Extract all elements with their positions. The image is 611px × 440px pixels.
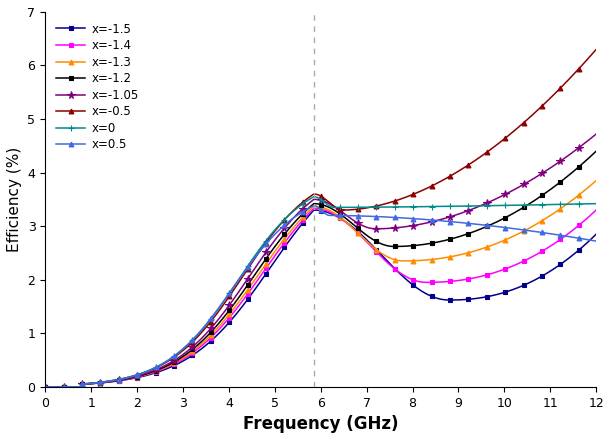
x=-1.5 [139, 374, 147, 379]
x=-1.3 [456, 252, 464, 257]
x=-1.2 [409, 243, 417, 248]
x=0 [310, 194, 318, 199]
x=-0.5 [456, 168, 464, 173]
x=-1.4 [183, 354, 191, 359]
x=-0.5 [409, 192, 417, 197]
x=0 [411, 204, 418, 209]
x=-1.05 [139, 372, 147, 377]
x=-1.5 [183, 356, 191, 361]
x=-1.5 [593, 231, 600, 237]
x=0 [139, 370, 147, 375]
x=0.5 [367, 214, 375, 219]
x=0.5 [291, 215, 298, 220]
Line: x=-1.5: x=-1.5 [43, 208, 599, 389]
x=0.5 [42, 384, 49, 389]
x=-1.05 [593, 132, 600, 137]
X-axis label: Frequency (GHz): Frequency (GHz) [243, 415, 398, 433]
x=0.5 [411, 216, 418, 221]
x=-1.05 [409, 223, 417, 228]
x=-1.05 [366, 226, 373, 231]
x=-1.4 [367, 244, 375, 249]
x=-1.3 [409, 258, 417, 264]
x=0.5 [310, 203, 318, 209]
x=-1.3 [366, 242, 373, 247]
x=-1.5 [411, 283, 418, 289]
x=-1.05 [183, 349, 191, 354]
Legend: x=-1.5, x=-1.4, x=-1.3, x=-1.2, x=-1.05, x=-0.5, x=0, x=0.5: x=-1.5, x=-1.4, x=-1.3, x=-1.2, x=-1.05,… [51, 18, 143, 156]
Line: x=-1.05: x=-1.05 [42, 130, 600, 391]
x=-1.3 [139, 373, 147, 378]
x=-1.5 [311, 207, 318, 213]
x=-1.2 [456, 234, 464, 239]
x=-0.5 [42, 384, 49, 389]
x=-1.4 [291, 227, 298, 232]
x=0 [457, 203, 464, 209]
x=-0.5 [139, 370, 147, 376]
Y-axis label: Efficiency (%): Efficiency (%) [7, 147, 22, 252]
x=-1.5 [367, 242, 375, 247]
x=-1.05 [42, 384, 49, 389]
x=-0.5 [291, 207, 298, 212]
x=-1.4 [411, 278, 418, 283]
x=-0.5 [366, 205, 373, 210]
x=-1.4 [42, 384, 49, 389]
x=0 [593, 201, 600, 206]
x=-1.2 [593, 149, 600, 154]
Line: x=-1.2: x=-1.2 [43, 149, 599, 389]
Line: x=0: x=0 [42, 193, 599, 390]
Line: x=0.5: x=0.5 [43, 203, 599, 389]
x=0 [291, 208, 298, 213]
x=0 [42, 384, 49, 389]
x=0 [367, 205, 375, 210]
x=0.5 [139, 370, 147, 376]
x=-1.2 [42, 384, 49, 389]
x=-1.05 [291, 214, 298, 220]
x=-1.4 [457, 278, 464, 283]
x=-1.3 [593, 178, 600, 183]
x=-1.5 [291, 231, 298, 236]
x=-1.05 [456, 211, 464, 216]
x=0.5 [183, 343, 191, 348]
x=0 [183, 343, 191, 348]
x=-1.2 [139, 372, 147, 378]
x=-1.3 [42, 384, 49, 389]
x=-1.3 [183, 353, 191, 358]
Line: x=-1.4: x=-1.4 [43, 206, 599, 389]
x=-0.5 [593, 47, 600, 52]
x=-1.2 [183, 351, 191, 356]
x=-1.3 [291, 224, 298, 229]
Line: x=-1.3: x=-1.3 [43, 178, 599, 389]
x=0.5 [593, 238, 600, 244]
x=-1.5 [457, 297, 464, 302]
x=-1.4 [310, 206, 318, 211]
x=-0.5 [183, 345, 191, 350]
Line: x=-0.5: x=-0.5 [43, 47, 599, 389]
x=-1.2 [291, 220, 298, 225]
x=-1.4 [593, 207, 600, 213]
x=0.5 [457, 220, 464, 225]
x=-1.4 [139, 373, 147, 378]
x=-1.5 [42, 384, 49, 389]
x=-1.2 [366, 235, 373, 240]
